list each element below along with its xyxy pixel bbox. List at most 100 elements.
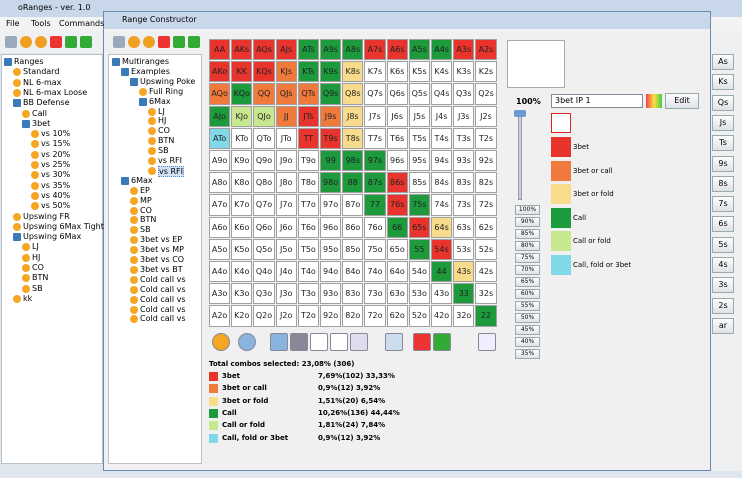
- hand-cell[interactable]: 83o: [342, 283, 364, 305]
- hand-cell[interactable]: J7s: [364, 105, 386, 127]
- toolbar-icon[interactable]: [5, 36, 17, 48]
- hand-cell[interactable]: 95s: [408, 150, 430, 172]
- hand-cell[interactable]: A4s: [431, 39, 453, 61]
- hand-cell[interactable]: QQ: [253, 83, 275, 105]
- hand-cell[interactable]: K9s: [320, 61, 342, 83]
- hand-cell[interactable]: Q6o: [253, 216, 275, 238]
- tree-label[interactable]: HJ: [32, 252, 41, 262]
- hand-cell[interactable]: 52s: [475, 238, 497, 260]
- hand-cell[interactable]: K4s: [431, 61, 453, 83]
- tree-label[interactable]: BTN: [32, 273, 49, 283]
- hand-cell[interactable]: 84s: [431, 172, 453, 194]
- percent-button[interactable]: 85%: [515, 229, 540, 239]
- legend-label[interactable]: Call: [573, 213, 587, 222]
- tree-label[interactable]: Upswing 6Max: [23, 232, 82, 242]
- hand-cell[interactable]: T7o: [297, 194, 319, 216]
- tree-label[interactable]: LJ: [32, 242, 39, 252]
- dropdown[interactable]: 3bet IP 1: [551, 94, 643, 108]
- hand-cell[interactable]: 77: [364, 194, 386, 216]
- toolbar-icon[interactable]: [113, 36, 125, 48]
- hand-cell[interactable]: Q9s: [320, 83, 342, 105]
- tree-label[interactable]: SB: [140, 225, 151, 235]
- tool-button[interactable]: [238, 333, 256, 351]
- legend-label[interactable]: 3bet or fold: [573, 190, 614, 198]
- leaf-icon[interactable]: [130, 226, 138, 235]
- tree-label[interactable]: Cold call vs: [140, 314, 186, 324]
- hand-cell[interactable]: KQo: [231, 83, 253, 105]
- hand-cell[interactable]: 84o: [342, 261, 364, 283]
- hand-cell[interactable]: 98o: [320, 172, 342, 194]
- hand-cell[interactable]: 74o: [364, 261, 386, 283]
- tool-button[interactable]: [478, 333, 496, 351]
- edit-button[interactable]: Edit: [665, 93, 699, 109]
- hand-cell[interactable]: 82o: [342, 305, 364, 327]
- tree-label[interactable]: 3bet vs MP: [140, 245, 184, 255]
- hand-cell[interactable]: T3o: [297, 283, 319, 305]
- leaf-icon[interactable]: [130, 285, 138, 294]
- tree-label[interactable]: Full Ring: [149, 86, 184, 96]
- leaf-icon[interactable]: [22, 253, 30, 262]
- hand-cell[interactable]: A8o: [209, 172, 231, 194]
- hand-cell[interactable]: ATs: [297, 39, 319, 61]
- hand-cell[interactable]: 73o: [364, 283, 386, 305]
- tree-label[interactable]: vs 10%: [41, 129, 71, 139]
- hand-cell[interactable]: J9s: [320, 105, 342, 127]
- hand-cell[interactable]: Q2o: [253, 305, 275, 327]
- leaf-icon[interactable]: [22, 264, 30, 272]
- toolbar-icon[interactable]: [143, 36, 155, 48]
- hand-cell[interactable]: T8o: [297, 172, 319, 194]
- hand-cell[interactable]: KQs: [253, 61, 275, 83]
- tree-label[interactable]: CO: [158, 126, 170, 136]
- hand-cell[interactable]: AJo: [209, 105, 231, 127]
- hand-cell[interactable]: A3s: [453, 39, 475, 61]
- tree-label[interactable]: vs 50%: [41, 201, 71, 211]
- hand-cell[interactable]: 55: [408, 238, 430, 260]
- tool-button[interactable]: [413, 333, 431, 351]
- leaf-icon[interactable]: [148, 157, 156, 165]
- toolbar-icon[interactable]: [80, 36, 92, 48]
- toolbar-icon[interactable]: [50, 36, 62, 48]
- hand-cell[interactable]: 76o: [364, 216, 386, 238]
- side-button[interactable]: Qs: [712, 94, 734, 111]
- hand-cell[interactable]: Q5o: [253, 238, 275, 260]
- tool-button[interactable]: [433, 333, 451, 351]
- hand-cell[interactable]: A2o: [209, 305, 231, 327]
- legend-swatch[interactable]: [551, 231, 571, 251]
- side-button[interactable]: 5s: [712, 236, 734, 253]
- folder-icon[interactable]: [13, 99, 21, 108]
- hand-cell[interactable]: T7s: [364, 127, 386, 149]
- tree-label[interactable]: Cold call vs: [140, 274, 186, 284]
- hand-cell[interactable]: J6o: [275, 216, 297, 238]
- hand-cell[interactable]: A4o: [209, 261, 231, 283]
- hand-cell[interactable]: 42s: [475, 261, 497, 283]
- leaf-icon[interactable]: [130, 186, 138, 195]
- leaf-icon[interactable]: [148, 137, 156, 146]
- menu-item[interactable]: Commands: [59, 19, 105, 28]
- hand-cell[interactable]: K5o: [231, 238, 253, 260]
- tree-label[interactable]: vs 30%: [41, 170, 71, 180]
- hand-cell[interactable]: T4o: [297, 261, 319, 283]
- leaf-icon[interactable]: [130, 295, 138, 304]
- hand-cell[interactable]: Q6s: [386, 83, 408, 105]
- folder-icon[interactable]: [130, 77, 138, 86]
- side-button[interactable]: 8s: [712, 175, 734, 192]
- hand-cell[interactable]: A9s: [320, 39, 342, 61]
- hand-cell[interactable]: 82s: [475, 172, 497, 194]
- toolbar-icon[interactable]: [20, 36, 32, 48]
- hand-cell[interactable]: Q5s: [408, 83, 430, 105]
- hand-cell[interactable]: J4o: [275, 261, 297, 283]
- hand-cell[interactable]: J2o: [275, 305, 297, 327]
- leaf-icon[interactable]: [130, 196, 138, 205]
- hand-cell[interactable]: 42o: [431, 305, 453, 327]
- hand-cell[interactable]: J6s: [386, 105, 408, 127]
- hand-cell[interactable]: J9o: [275, 150, 297, 172]
- hand-cell[interactable]: 93s: [453, 150, 475, 172]
- toolbar-icon[interactable]: [158, 36, 170, 48]
- leaf-icon[interactable]: [31, 202, 39, 211]
- hand-cell[interactable]: 62s: [475, 216, 497, 238]
- hand-cell[interactable]: A5o: [209, 238, 231, 260]
- hand-cell[interactable]: Q4s: [431, 83, 453, 105]
- tree-label[interactable]: SB: [32, 283, 43, 293]
- tree-label[interactable]: BTN: [158, 136, 175, 146]
- hand-cell[interactable]: A7s: [364, 39, 386, 61]
